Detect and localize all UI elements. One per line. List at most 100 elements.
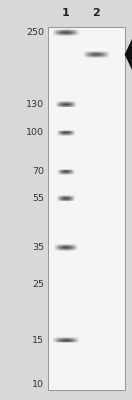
Bar [98,57,99,58]
Bar [68,246,69,247]
Bar [91,54,92,55]
Bar [68,200,69,202]
Bar [86,54,87,55]
Bar [57,249,58,250]
Bar [73,30,74,31]
Bar [56,33,57,34]
Bar [62,198,63,199]
Bar [74,245,75,246]
Bar [55,338,56,339]
Bar [75,247,76,248]
Bar [68,30,69,31]
Bar [75,339,76,340]
Bar [85,52,86,53]
Bar [85,55,86,56]
Bar [109,52,110,53]
Bar [77,341,78,342]
Bar [67,245,68,246]
Bar [73,340,74,341]
Bar [65,245,66,246]
Bar [61,35,62,36]
Bar [68,106,69,108]
Bar [61,170,62,171]
Bar [64,170,65,171]
Bar [70,30,71,31]
Bar [64,250,65,251]
Bar [76,246,77,247]
Bar [66,130,67,132]
Bar [72,248,73,249]
Bar [68,102,69,103]
Bar [71,104,72,105]
Bar [70,171,71,172]
Bar [71,34,72,35]
Bar [68,195,69,196]
Bar [57,342,58,344]
Bar [65,104,66,105]
Bar [57,337,58,338]
Bar [73,33,74,34]
Bar [72,32,73,33]
Bar [58,195,59,196]
Bar [72,245,73,246]
Bar [93,53,94,54]
Bar [62,172,63,173]
Bar [54,249,55,250]
Bar [67,249,68,250]
Bar [61,173,62,174]
Bar [63,32,64,33]
Bar [108,52,109,53]
Bar [65,337,66,338]
Bar [62,102,63,103]
Bar [68,245,69,246]
Bar [68,337,69,338]
Bar [78,342,79,344]
Bar [96,52,97,53]
Bar [102,56,103,57]
Bar [66,172,67,173]
Bar [61,171,62,172]
Bar [59,30,60,31]
Bar [64,196,65,197]
Bar [74,170,75,171]
Bar [101,55,102,56]
Bar [66,30,67,31]
Bar [69,341,70,342]
Bar [69,196,70,197]
Bar [61,32,62,33]
Bar [59,197,60,198]
Bar [71,33,72,34]
Bar [100,57,101,58]
Bar [57,168,58,170]
Bar [71,249,72,250]
Bar [106,56,107,57]
Bar [89,51,90,52]
Bar [63,173,64,174]
Bar [59,103,60,104]
Bar [67,198,68,199]
Bar [60,340,61,341]
Bar [72,338,73,339]
Bar [70,170,71,171]
Bar [58,246,59,247]
Bar [59,170,60,171]
Bar [60,247,61,248]
Bar [67,174,68,175]
Bar [76,30,77,31]
Bar [62,337,63,338]
Bar [67,105,68,106]
Bar [91,57,92,58]
Bar [109,57,110,58]
Bar [98,55,99,56]
Bar [69,200,70,202]
Bar [59,133,60,134]
Bar [62,248,63,249]
Bar [68,130,69,132]
Bar [76,247,77,248]
Bar [103,56,104,57]
Bar [75,341,76,342]
Bar [66,174,67,175]
Bar [58,106,59,108]
Bar [70,199,71,200]
Bar [103,53,104,54]
